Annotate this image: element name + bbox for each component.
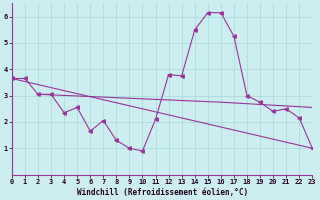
X-axis label: Windchill (Refroidissement éolien,°C): Windchill (Refroidissement éolien,°C) (76, 188, 248, 197)
